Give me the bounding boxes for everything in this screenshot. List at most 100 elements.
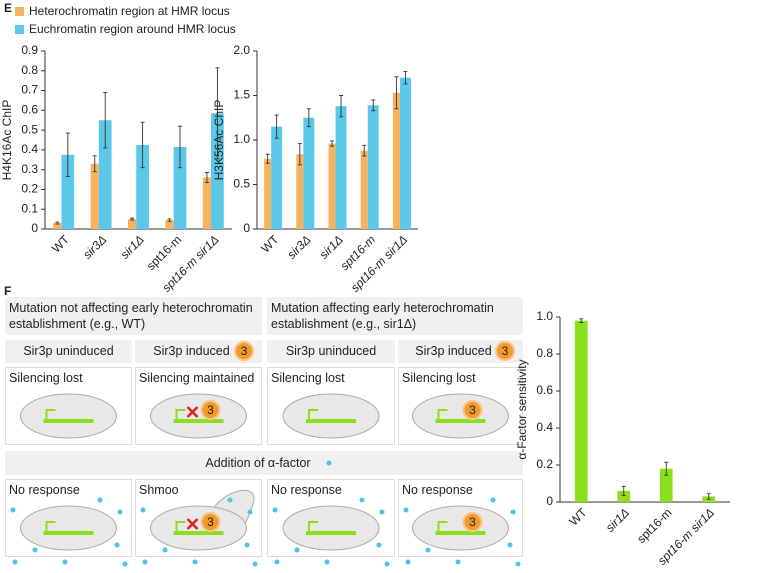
- y-tick-label: 0.8: [21, 63, 38, 77]
- bar: [271, 126, 283, 229]
- bar: [303, 117, 315, 229]
- error-bar: [274, 114, 279, 139]
- condition: Sir3p induced: [135, 340, 262, 363]
- y-tick-label: 0.3: [21, 162, 38, 176]
- bar: [136, 144, 149, 229]
- bar: [53, 223, 62, 229]
- bar: [173, 146, 187, 229]
- y-tick-label: 0.5: [21, 122, 38, 136]
- silencing-state: Silencing lost: [402, 371, 476, 385]
- error-bar: [140, 121, 145, 169]
- error-bar: [92, 155, 97, 173]
- legend-label: Euchromatin region around HMR locus: [29, 22, 236, 36]
- bar: [90, 163, 99, 229]
- error-bar: [103, 92, 108, 149]
- x-tick-label: sir1Δ: [317, 232, 346, 261]
- error-bar: [371, 99, 376, 112]
- bar: [617, 490, 631, 502]
- legend-label: Heterochromatin region at HMR locus: [29, 4, 230, 18]
- y-tick-label: 0.9: [21, 43, 38, 57]
- error-bar: [204, 172, 209, 183]
- y-tick-label: 0.5: [233, 177, 250, 191]
- error-bar: [394, 76, 399, 110]
- x-tick-label: WT: [567, 505, 591, 529]
- x-tick-label: WT: [49, 232, 73, 256]
- error-bar: [362, 144, 367, 157]
- silencing-state: Silencing lost: [9, 371, 83, 385]
- condition: Sir3p induced: [398, 340, 523, 363]
- alpha-factor: [405, 559, 411, 565]
- bar: [128, 219, 137, 229]
- error-bar: [664, 461, 669, 476]
- alpha-factor: [142, 559, 148, 565]
- error-bar: [130, 217, 135, 221]
- y-tick-label: 0: [546, 494, 553, 508]
- bar: [574, 320, 588, 502]
- response: No response: [402, 483, 473, 497]
- bar: [392, 92, 400, 229]
- alpha-factor: [252, 561, 258, 567]
- error-bar: [167, 218, 172, 222]
- silencing-state: Silencing lost: [271, 371, 345, 385]
- x-tick-label: spt16-m sir1Δ: [348, 232, 410, 294]
- bar: [61, 154, 75, 229]
- bar: [264, 158, 272, 229]
- x-tick-label: sir3Δ: [284, 232, 313, 261]
- y-tick-label: 1.5: [233, 88, 250, 102]
- legend-swatch: [15, 25, 24, 34]
- response: Shmoo: [139, 483, 179, 497]
- x-tick-label: sir3Δ: [80, 232, 109, 261]
- bar: [211, 113, 224, 229]
- error-bar: [178, 125, 183, 169]
- x-tick-label: WT: [258, 232, 282, 256]
- y-tick-label: 2.0: [233, 43, 250, 57]
- error-bar: [297, 143, 302, 166]
- alpha-factor: [515, 561, 521, 567]
- alpha-factor: [384, 561, 390, 567]
- bar: [165, 220, 174, 229]
- bar: [399, 77, 411, 229]
- error-bar: [330, 140, 335, 147]
- group-header: Mutation affecting early heterochromatin…: [267, 297, 523, 335]
- error-bar: [579, 318, 584, 323]
- legend-swatch: [15, 7, 24, 16]
- error-bar: [265, 153, 270, 164]
- bar: [335, 106, 347, 229]
- response: No response: [271, 483, 342, 497]
- bar: [659, 468, 673, 502]
- alpha-factor: [12, 559, 18, 565]
- y-tick-label: 0.4: [21, 142, 38, 156]
- error-bar: [706, 493, 711, 500]
- condition: Sir3p uninduced: [5, 340, 132, 363]
- y-tick-label: 0.7: [21, 83, 38, 97]
- y-tick-label: 0.2: [21, 182, 38, 196]
- error-bar: [403, 71, 408, 85]
- y-tick-label: 0.8: [536, 346, 553, 360]
- y-tick-label: 0.1: [21, 201, 38, 215]
- bar: [202, 177, 212, 229]
- x-tick-label: sir1Δ: [118, 232, 147, 261]
- y-tick-label: 0.4: [536, 420, 553, 434]
- x-tick-label: sir1Δ: [603, 505, 632, 534]
- y-axis-label: H4K16Ac ChIP: [0, 100, 14, 181]
- alpha-factor: [192, 559, 198, 565]
- error-bar: [306, 108, 311, 128]
- condition: Sir3p uninduced: [267, 340, 395, 363]
- silencing-state: Silencing maintained: [139, 371, 255, 385]
- bar: [328, 143, 336, 229]
- alpha-factor: [324, 559, 330, 565]
- x-tick-label: spt16-m: [634, 505, 675, 546]
- group-header: Mutation not affecting early heterochrom…: [5, 297, 262, 335]
- y-axis-label: H3K56Ac ChIP: [212, 100, 226, 181]
- x-tick-label: spt16-m sir1Δ: [159, 232, 221, 294]
- x-tick-label: spt16-m sir1Δ: [655, 505, 717, 567]
- bar: [98, 120, 112, 229]
- error-bar: [339, 95, 344, 118]
- bar: [360, 150, 368, 229]
- response: No response: [9, 483, 80, 497]
- error-bar: [621, 485, 626, 496]
- error-bar: [215, 67, 220, 160]
- bar: [367, 105, 379, 229]
- y-tick-label: 1.0: [233, 132, 250, 146]
- error-bar: [65, 132, 70, 178]
